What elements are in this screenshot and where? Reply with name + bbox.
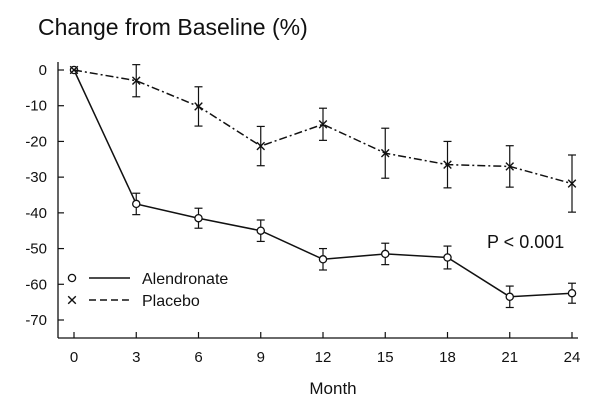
data-point [567,179,577,188]
data-point [505,292,514,302]
marker-stroke [505,162,515,171]
y-tick-label: -30 [25,169,47,186]
legend-label: Placebo [142,293,200,310]
marker-stroke [567,179,577,188]
axes: 0 -10 -20 -30 -40 -50 -60 -70 0 3 6 9 12 15 18 21 24 [25,62,580,366]
marker-stroke [256,141,266,151]
data-point [505,162,515,171]
data-point [380,249,390,259]
data-point [131,199,141,209]
marker-stroke [131,76,141,86]
y-tick-label: -10 [25,98,47,115]
legend-marker [67,295,77,305]
x-tick-label: 0 [70,349,78,366]
data-point [256,226,265,235]
x-tick-label: 3 [132,349,140,366]
x-tick-label: 15 [377,349,394,366]
x-tick-label: 6 [194,349,202,366]
legend-label: Alendronate [142,271,228,288]
data-point [131,76,141,86]
y-tick-label: -50 [25,241,47,258]
data-point [318,255,328,264]
data-point [318,119,328,129]
p-value-annotation: P < 0.001 [487,232,564,252]
legend-item-placebo: Placebo [67,293,200,310]
marker-stroke [69,65,79,75]
data-point [567,288,577,298]
y-tick-label: 0 [39,62,47,79]
x-tick-label: 24 [564,349,581,366]
data-point [256,141,266,151]
data-point [69,65,79,75]
legend-marker [67,273,77,283]
x-tick-label: 9 [257,349,265,366]
y-tick-label: -20 [25,133,47,150]
data-point [194,213,203,223]
series-placebo [69,64,577,213]
data-point [443,253,452,262]
x-tick-label: 18 [439,349,456,366]
chart-title: Change from Baseline (%) [38,14,308,40]
marker-stroke [318,119,328,129]
data-point [443,160,452,169]
plot-area [69,64,577,309]
marker-stroke [67,295,77,305]
x-tick-label: 12 [315,349,332,366]
data-point [380,148,390,158]
legend: Alendronate Placebo [67,271,228,310]
marker-stroke [380,148,390,158]
series-line [73,69,573,185]
x-tick-label: 21 [501,349,518,366]
marker-stroke [443,160,452,169]
y-tick-label: -70 [25,312,47,329]
series-alendronate [69,65,577,309]
legend-item-alendronate: Alendronate [67,271,228,288]
y-tick-label: -60 [25,276,47,293]
data-point [194,102,203,111]
y-tick-label: -40 [25,205,47,222]
marker-stroke [194,102,203,111]
x-axis-label: Month [309,379,356,398]
